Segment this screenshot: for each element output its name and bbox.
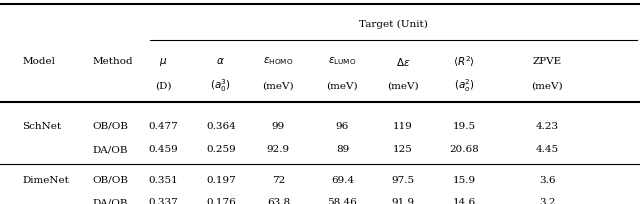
Text: $(a_0^3)$: $(a_0^3)$ — [211, 77, 231, 94]
Text: (meV): (meV) — [262, 81, 294, 90]
Text: 58.46: 58.46 — [328, 197, 357, 204]
Text: $\mu$: $\mu$ — [159, 55, 167, 67]
Text: (meV): (meV) — [531, 81, 563, 90]
Text: 0.351: 0.351 — [148, 175, 178, 184]
Text: $\Delta\epsilon$: $\Delta\epsilon$ — [396, 55, 410, 67]
Text: 63.8: 63.8 — [267, 197, 290, 204]
Text: 72: 72 — [272, 175, 285, 184]
Text: 96: 96 — [336, 121, 349, 130]
Text: 89: 89 — [336, 144, 349, 153]
Text: 20.68: 20.68 — [449, 144, 479, 153]
Text: OB/OB: OB/OB — [93, 121, 129, 130]
Text: 97.5: 97.5 — [392, 175, 415, 184]
Text: Model: Model — [22, 57, 56, 66]
Text: Method: Method — [93, 57, 133, 66]
Text: 0.459: 0.459 — [148, 144, 178, 153]
Text: 4.23: 4.23 — [536, 121, 559, 130]
Text: 91.9: 91.9 — [392, 197, 415, 204]
Text: 3.6: 3.6 — [539, 175, 556, 184]
Text: 0.364: 0.364 — [206, 121, 236, 130]
Text: OB/OB: OB/OB — [93, 175, 129, 184]
Text: 119: 119 — [393, 121, 413, 130]
Text: 69.4: 69.4 — [331, 175, 354, 184]
Text: (meV): (meV) — [326, 81, 358, 90]
Text: DA/OB: DA/OB — [93, 197, 128, 204]
Text: $\alpha$: $\alpha$ — [216, 56, 225, 66]
Text: $\langle R^2 \rangle$: $\langle R^2 \rangle$ — [453, 54, 475, 69]
Text: 99: 99 — [272, 121, 285, 130]
Text: (meV): (meV) — [387, 81, 419, 90]
Text: 92.9: 92.9 — [267, 144, 290, 153]
Text: 125: 125 — [393, 144, 413, 153]
Text: 0.176: 0.176 — [206, 197, 236, 204]
Text: 4.45: 4.45 — [536, 144, 559, 153]
Text: DimeNet: DimeNet — [22, 175, 69, 184]
Text: 19.5: 19.5 — [452, 121, 476, 130]
Text: 0.337: 0.337 — [148, 197, 178, 204]
Text: Target (Unit): Target (Unit) — [359, 20, 428, 29]
Text: 3.2: 3.2 — [539, 197, 556, 204]
Text: ZPVE: ZPVE — [532, 57, 562, 66]
Text: SchNet: SchNet — [22, 121, 61, 130]
Text: DA/OB: DA/OB — [93, 144, 128, 153]
Text: 0.477: 0.477 — [148, 121, 178, 130]
Text: 14.6: 14.6 — [452, 197, 476, 204]
Text: $\epsilon_{\mathrm{LUMO}}$: $\epsilon_{\mathrm{LUMO}}$ — [328, 55, 356, 67]
Text: 15.9: 15.9 — [452, 175, 476, 184]
Text: 0.259: 0.259 — [206, 144, 236, 153]
Text: $\epsilon_{\mathrm{HOMO}}$: $\epsilon_{\mathrm{HOMO}}$ — [263, 55, 294, 67]
Text: (D): (D) — [155, 81, 172, 90]
Text: 0.197: 0.197 — [206, 175, 236, 184]
Text: $(a_o^2)$: $(a_o^2)$ — [454, 77, 474, 94]
